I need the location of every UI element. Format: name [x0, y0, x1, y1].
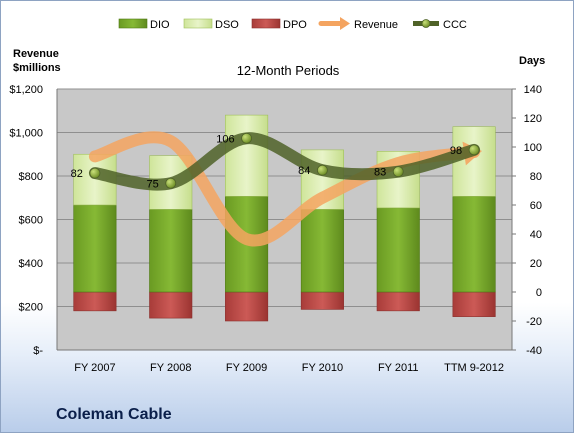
- left-axis-ticks: $- $200 $400 $600 $800 $1,000 $1,200: [9, 84, 43, 357]
- left-tick-label: $-: [33, 345, 43, 357]
- x-category-label: FY 2010: [302, 362, 343, 374]
- x-category-label: FY 2008: [150, 362, 191, 374]
- legend-swatch-ccc: [413, 19, 439, 28]
- legend-label-revenue: Revenue: [354, 19, 398, 31]
- legend-label-dso: DSO: [215, 19, 239, 31]
- ccc-series: 82 75 106 84 83 98: [71, 132, 481, 191]
- right-tick-label: -20: [526, 316, 542, 328]
- bar-dso: [225, 114, 269, 197]
- left-tick-label: $600: [19, 215, 43, 227]
- right-tick-label: 100: [524, 142, 542, 154]
- bar-dio: [300, 209, 344, 293]
- left-axis-title-line2: $millions: [13, 62, 61, 74]
- legend-swatch-revenue: [318, 17, 350, 30]
- ccc-data-label: 83: [374, 167, 386, 179]
- bar-dio: [149, 209, 193, 293]
- legend-label-ccc: CCC: [443, 19, 467, 31]
- category-labels: FY 2007 FY 2008 FY 2009 FY 2010 FY 2011 TTM 9…: [74, 362, 504, 374]
- ccc-data-label: 84: [298, 165, 310, 177]
- ccc-point: [89, 167, 101, 179]
- bar-dio: [73, 204, 117, 293]
- left-axis-title-line1: Revenue: [13, 48, 59, 60]
- ccc-data-label: 98: [450, 145, 462, 157]
- legend-swatch-dpo: [251, 18, 281, 29]
- right-axis-ticks: -40 -20 0 20 40 60 80 100 120 140: [512, 84, 542, 357]
- right-tick-label: -40: [526, 345, 542, 357]
- legend-swatch-dio: [118, 18, 148, 29]
- x-category-label: FY 2009: [226, 362, 267, 374]
- bar-dpo: [300, 291, 344, 310]
- company-name: Coleman Cable: [56, 406, 172, 423]
- x-category-label: FY 2011: [378, 362, 419, 374]
- bar-dio: [452, 196, 496, 293]
- legend-swatch-dso: [183, 18, 213, 29]
- ccc-point: [317, 164, 328, 176]
- ccc-point: [165, 177, 177, 189]
- bar-dpo: [452, 291, 496, 317]
- x-category-label: TTM 9-2012: [444, 362, 504, 374]
- gridlines: [56, 88, 513, 351]
- x-category-label: FY 2007: [74, 362, 115, 374]
- left-tick-label: $200: [19, 302, 43, 314]
- right-tick-label: 120: [524, 113, 542, 125]
- left-tick-label: $1,000: [9, 128, 43, 140]
- chart-title: 12-Month Periods: [237, 63, 340, 78]
- bar-dpo: [376, 291, 420, 312]
- right-tick-label: 60: [530, 200, 542, 212]
- bar-dpo: [73, 291, 117, 312]
- right-tick-label: 0: [536, 287, 542, 299]
- revenue-line: [88, 131, 481, 247]
- left-tick-label: $400: [19, 258, 43, 270]
- left-tick-label: $800: [19, 171, 43, 183]
- legend-label-dio: DIO: [150, 19, 170, 31]
- right-tick-label: 20: [530, 258, 542, 270]
- legend: DIO DSO DPO Revenue CCC: [118, 17, 467, 31]
- right-tick-label: 80: [530, 171, 542, 183]
- bar-dpo: [149, 291, 193, 319]
- ccc-point: [392, 166, 404, 178]
- bar-dio: [376, 207, 420, 293]
- bar-dpo: [225, 291, 269, 322]
- right-tick-label: 40: [530, 229, 542, 241]
- ccc-point: [468, 144, 480, 156]
- ccc-point: [241, 132, 252, 144]
- left-tick-label: $1,200: [9, 84, 43, 96]
- ccc-data-label: 106: [216, 133, 234, 145]
- right-tick-label: 140: [524, 84, 542, 96]
- ccc-data-label: 75: [147, 178, 159, 190]
- legend-label-dpo: DPO: [283, 19, 307, 31]
- ccc-data-label: 82: [71, 168, 83, 180]
- right-axis-title: Days: [519, 55, 545, 67]
- bar-dso: [452, 126, 496, 197]
